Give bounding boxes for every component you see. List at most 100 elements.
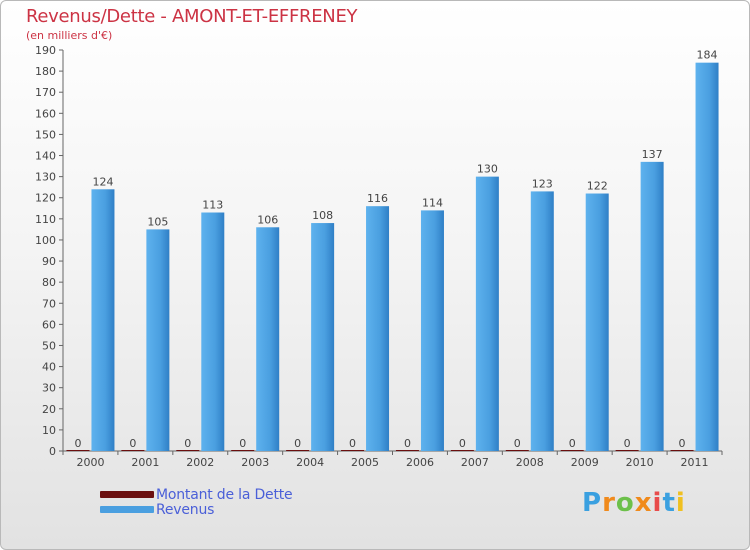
data-label-revenus: 137 (642, 148, 663, 161)
logo-letter: P (582, 488, 603, 518)
x-tick-label: 2008 (516, 456, 544, 469)
legend: Montant de la Dette Revenus (100, 486, 293, 518)
y-tick-label: 160 (35, 107, 56, 120)
data-label-revenus: 184 (697, 49, 718, 62)
bar-dette (341, 450, 365, 451)
y-tick-label: 20 (42, 403, 56, 416)
bar-dette (670, 450, 694, 451)
data-label-dette: 0 (569, 437, 576, 450)
y-tick-label: 180 (35, 65, 56, 78)
bar-revenus (585, 193, 609, 451)
data-label-revenus: 108 (312, 209, 333, 222)
bar-dette (560, 450, 584, 451)
data-label-dette: 0 (349, 437, 356, 450)
x-tick-label: 2010 (626, 456, 654, 469)
logo-letter: o (615, 488, 635, 518)
x-tick-label: 2000 (76, 456, 104, 469)
x-tick-label: 2003 (241, 456, 269, 469)
logo-letter: t (662, 488, 676, 518)
data-label-revenus: 113 (202, 199, 223, 212)
legend-item-revenus: Revenus (100, 501, 292, 518)
legend-label-revenus: Revenus (156, 501, 215, 518)
y-tick-label: 140 (35, 150, 56, 163)
y-tick-label: 0 (49, 445, 56, 458)
bar-revenus (91, 189, 115, 451)
labels: 0 10 20 30 40 50 60 70 80 90 100 110 120 130 140 150 160… (35, 44, 718, 469)
y-tick-label: 130 (35, 171, 56, 184)
bar-dette (395, 450, 419, 451)
bar-revenus (420, 210, 444, 451)
proxiti-logo: Proxiti (582, 488, 686, 518)
bar-dette (286, 450, 310, 451)
axes (59, 49, 723, 455)
legend-label-dette: Montant de la Dette (156, 486, 293, 503)
y-tick-label: 80 (42, 276, 56, 289)
data-label-revenus: 130 (477, 163, 498, 176)
bar-revenus (640, 161, 664, 451)
y-tick-label: 190 (35, 44, 56, 57)
bar-revenus (695, 62, 719, 452)
data-label-revenus: 114 (422, 196, 443, 209)
bar-revenus (530, 191, 554, 451)
data-label-dette: 0 (184, 437, 191, 450)
data-label-dette: 0 (239, 437, 246, 450)
data-label-revenus: 122 (587, 180, 608, 193)
bar-revenus (311, 223, 335, 451)
y-tick-label: 50 (42, 339, 56, 352)
bar-dette (450, 450, 474, 451)
y-tick-label: 10 (42, 424, 56, 437)
y-tick-label: 110 (35, 213, 56, 226)
logo-letter: i (675, 488, 686, 518)
bar-dette (121, 450, 145, 451)
legend-item-dette: Montant de la Dette (100, 486, 293, 503)
y-tick-label: 120 (35, 192, 56, 205)
x-tick-label: 2001 (131, 456, 159, 469)
logo-letter: r (602, 488, 616, 518)
bar-revenus (201, 212, 225, 451)
data-label-revenus: 116 (367, 192, 388, 205)
data-label-revenus: 105 (147, 215, 168, 228)
data-label-dette: 0 (514, 437, 521, 450)
data-label-dette: 0 (294, 437, 301, 450)
data-label-dette: 0 (624, 437, 631, 450)
x-tick-label: 2007 (461, 456, 489, 469)
logo-letter: i (652, 488, 663, 518)
data-label-dette: 0 (129, 437, 136, 450)
y-tick-label: 40 (42, 361, 56, 374)
bar-dette (505, 450, 529, 451)
x-tick-label: 2004 (296, 456, 324, 469)
data-label-revenus: 106 (257, 213, 278, 226)
bar-dette (615, 450, 639, 451)
bar-revenus (256, 227, 280, 451)
x-tick-label: 2002 (186, 456, 214, 469)
bars (66, 62, 719, 452)
y-tick-label: 60 (42, 318, 56, 331)
chart-subtitle: (en milliers d'€) (26, 29, 113, 42)
data-label-dette: 0 (459, 437, 466, 450)
bar-dette (66, 450, 90, 451)
y-tick-label: 30 (42, 382, 56, 395)
y-tick-label: 150 (35, 128, 56, 141)
chart-title: Revenus/Dette - AMONT-ET-EFFRENEY (26, 6, 358, 27)
bar-revenus (475, 176, 499, 451)
logo-letter: x (634, 488, 653, 518)
bar-revenus (366, 206, 390, 451)
y-tick-label: 90 (42, 255, 56, 268)
x-tick-label: 2006 (406, 456, 434, 469)
data-label-revenus: 124 (92, 175, 113, 188)
x-tick-label: 2005 (351, 456, 379, 469)
data-label-revenus: 123 (532, 177, 553, 190)
data-label-dette: 0 (404, 437, 411, 450)
y-tick-label: 170 (35, 86, 56, 99)
data-label-dette: 0 (679, 437, 686, 450)
bar-dette (231, 450, 255, 451)
legend-swatch-dette (100, 491, 154, 498)
bar-revenus (146, 229, 170, 451)
y-tick-label: 70 (42, 297, 56, 310)
x-tick-label: 2009 (571, 456, 599, 469)
bar-dette (176, 450, 200, 451)
legend-swatch-revenus (100, 506, 154, 513)
x-tick-label: 2011 (681, 456, 709, 469)
data-label-dette: 0 (74, 437, 81, 450)
